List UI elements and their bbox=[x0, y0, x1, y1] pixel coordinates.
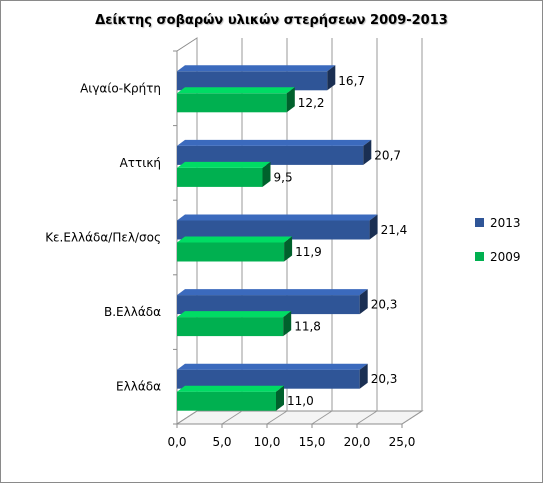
data-label: 20,7 bbox=[374, 148, 401, 162]
legend-label: 2009 bbox=[490, 250, 521, 264]
x-tick-label: 5,0 bbox=[212, 435, 231, 449]
data-label: 21,4 bbox=[381, 223, 408, 237]
x-tick-label: 25,0 bbox=[389, 435, 416, 449]
data-label: 16,7 bbox=[338, 74, 365, 88]
bar-s2009 bbox=[177, 317, 284, 337]
category-label: Αιγαίο-Κρήτη bbox=[80, 81, 161, 95]
bar-s2013 bbox=[177, 220, 370, 240]
bar-top-s2009 bbox=[177, 87, 295, 94]
bar-s2013 bbox=[177, 71, 328, 91]
bar-top-s2009 bbox=[177, 236, 293, 243]
bar-s2013 bbox=[177, 295, 360, 315]
bar-top-s2013 bbox=[177, 65, 336, 72]
data-label: 12,2 bbox=[298, 96, 325, 110]
bar-side-s2013 bbox=[327, 65, 336, 91]
bar-side-s2009 bbox=[286, 87, 295, 113]
floor-gridline bbox=[311, 410, 333, 425]
bar-top-s2009 bbox=[177, 385, 284, 392]
bar-side-s2009 bbox=[284, 236, 293, 262]
bar-top-s2013 bbox=[177, 289, 368, 296]
bar-top-s2013 bbox=[177, 214, 378, 221]
bar-s2009 bbox=[177, 242, 285, 262]
floor-gridline bbox=[266, 410, 288, 425]
floor-gridline bbox=[176, 410, 198, 425]
category-label: Κε.Ελλάδα/Πελ/σος bbox=[45, 231, 161, 245]
bar-top-s2013 bbox=[177, 363, 368, 370]
bar-top-s2009 bbox=[177, 161, 271, 168]
bar-s2013 bbox=[177, 145, 364, 165]
bar-side-s2009 bbox=[276, 385, 284, 411]
bar-side-s2013 bbox=[363, 139, 372, 165]
data-label: 11,0 bbox=[287, 394, 314, 408]
category-label: Αττική bbox=[120, 156, 161, 170]
data-label: 20,3 bbox=[371, 298, 398, 312]
bar-top-s2009 bbox=[177, 311, 292, 318]
bar-side-s2013 bbox=[359, 363, 368, 389]
plot-floor bbox=[175, 410, 424, 425]
category-label: Ελλάδα bbox=[116, 380, 161, 394]
data-label: 11,8 bbox=[294, 320, 321, 334]
x-tick-label: 15,0 bbox=[299, 435, 326, 449]
x-tick-label: 10,0 bbox=[254, 435, 281, 449]
chart-title: Δείκτης σοβαρών υλικών στερήσεων 2009-20… bbox=[95, 13, 448, 28]
bar-side-s2009 bbox=[262, 161, 271, 187]
bar-s2009 bbox=[177, 93, 287, 113]
legend-swatch bbox=[475, 218, 484, 227]
floor-gridline bbox=[356, 410, 378, 425]
bar-side-s2009 bbox=[283, 311, 292, 337]
x-tick-label: 0,0 bbox=[167, 435, 186, 449]
floor-gridline bbox=[401, 410, 423, 425]
bar-side-s2013 bbox=[359, 289, 368, 315]
category-label: Β.Ελλάδα bbox=[104, 305, 161, 319]
bar-side-s2013 bbox=[369, 214, 378, 240]
bar-s2009 bbox=[177, 391, 276, 411]
legend-swatch bbox=[475, 252, 484, 261]
data-label: 20,3 bbox=[371, 372, 398, 386]
floor-gridline bbox=[221, 410, 243, 425]
legend-label: 2013 bbox=[490, 216, 521, 230]
bar-s2013 bbox=[177, 369, 360, 389]
data-label: 11,9 bbox=[295, 245, 322, 259]
x-tick-label: 20,0 bbox=[344, 435, 371, 449]
bar-s2009 bbox=[177, 167, 263, 187]
bar-top-s2013 bbox=[177, 139, 372, 146]
data-label: 9,5 bbox=[274, 170, 293, 184]
